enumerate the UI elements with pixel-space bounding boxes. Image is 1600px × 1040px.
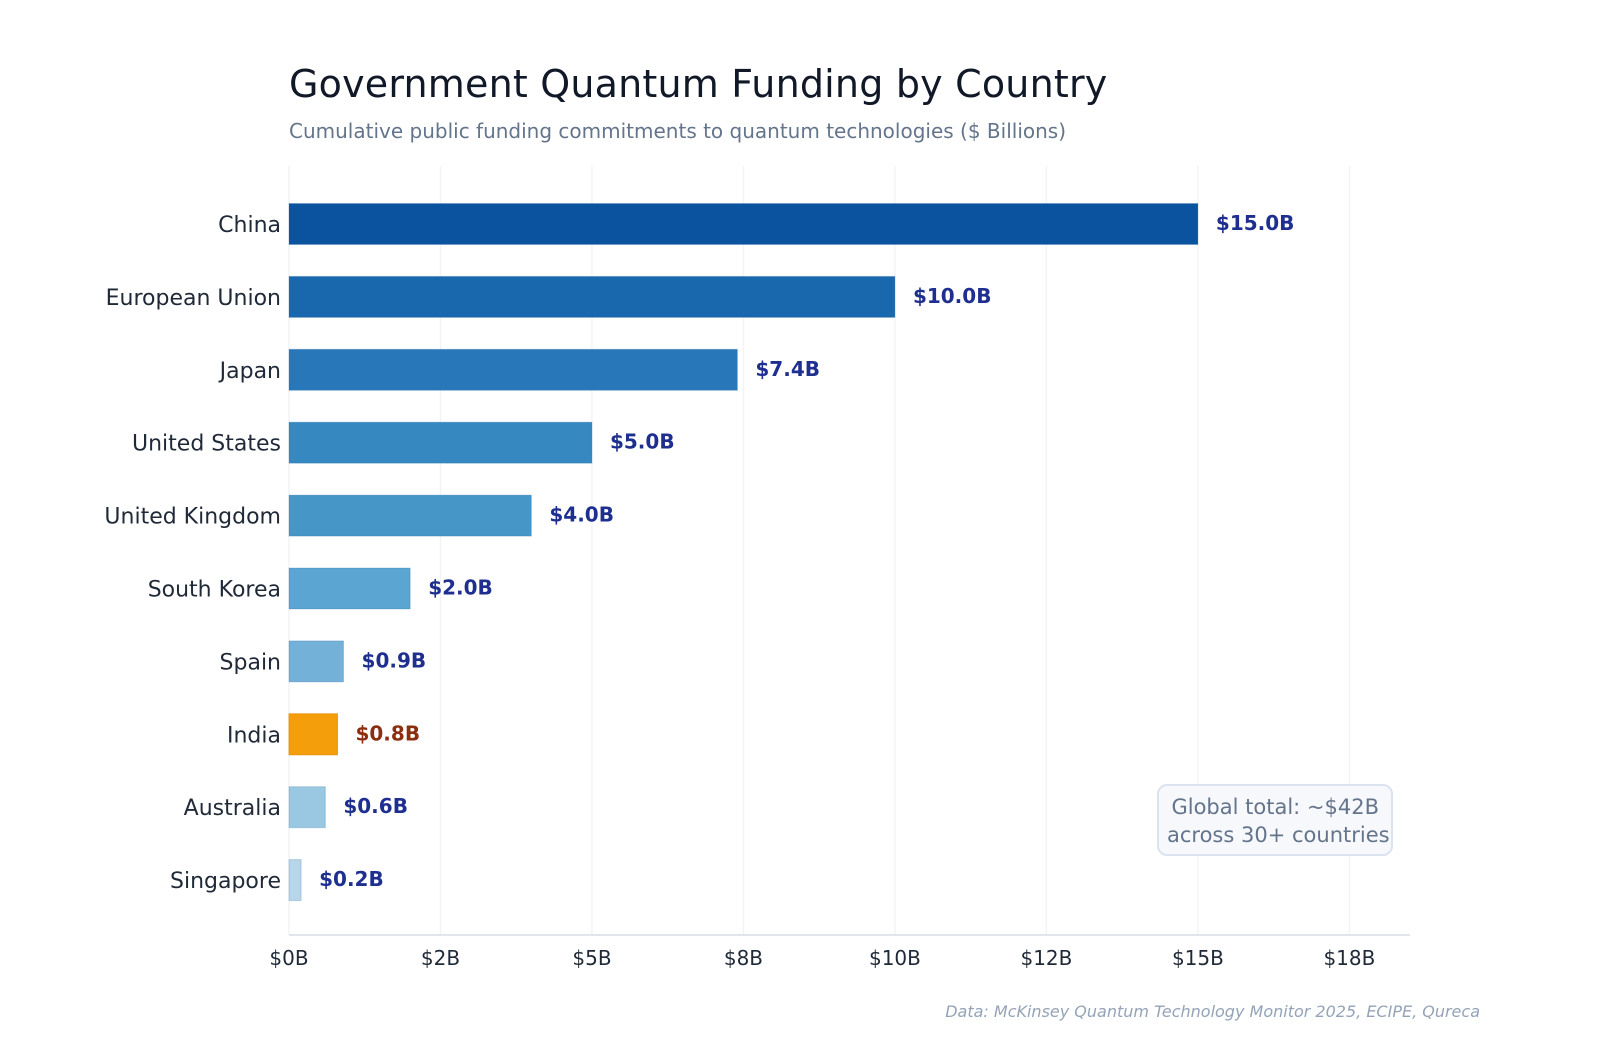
bar xyxy=(288,640,345,683)
category-label: India xyxy=(227,723,281,748)
bar xyxy=(288,494,532,537)
bar xyxy=(288,713,338,756)
bar xyxy=(288,421,593,464)
x-tick-label: $12B xyxy=(1020,946,1072,970)
x-tick-label: $0B xyxy=(269,946,308,970)
value-label: $4.0B xyxy=(549,503,614,527)
value-label: $15.0B xyxy=(1216,211,1295,235)
value-labels: $15.0B $10.0B $7.4B $5.0B $4.0B $2.0B $0.9B $0.… xyxy=(319,211,1294,891)
category-label: China xyxy=(218,213,281,238)
value-label: $7.4B xyxy=(755,357,820,381)
category-label: Japan xyxy=(218,359,281,384)
category-label: Spain xyxy=(220,650,281,675)
bar xyxy=(288,786,326,829)
category-label: United States xyxy=(132,432,281,457)
category-label: Australia xyxy=(184,796,281,821)
bar xyxy=(288,859,302,902)
x-tick-label: $5B xyxy=(572,946,611,970)
x-tick-label: $10B xyxy=(869,946,921,970)
category-label: Singapore xyxy=(170,869,281,894)
value-label: $2.0B xyxy=(428,576,493,600)
bar xyxy=(288,203,1199,245)
value-label: $10.0B xyxy=(913,284,992,308)
chart-subtitle: Cumulative public funding commitments to… xyxy=(289,119,1067,143)
x-tick-label: $2B xyxy=(421,946,460,970)
bars xyxy=(288,203,1199,902)
bar xyxy=(288,348,738,391)
x-tick-label: $8B xyxy=(724,946,763,970)
global-total-callout: Global total: ~$42B across 30+ countries xyxy=(1157,784,1393,856)
value-label: $0.8B xyxy=(355,721,420,745)
bar xyxy=(288,567,411,610)
category-label: South Korea xyxy=(148,578,281,603)
value-label: $0.6B xyxy=(343,794,408,818)
chart-title: Government Quantum Funding by Country xyxy=(289,62,1108,106)
bar xyxy=(288,275,896,318)
callout-line-2: across 30+ countries xyxy=(1167,823,1390,847)
x-tick-label: $18B xyxy=(1323,946,1375,970)
source-note: Data: McKinsey Quantum Technology Monito… xyxy=(945,1002,1480,1021)
x-tick-label: $15B xyxy=(1172,946,1224,970)
category-label: United Kingdom xyxy=(104,505,281,530)
category-label: European Union xyxy=(106,286,281,311)
value-label: $0.2B xyxy=(319,867,384,891)
value-label: $5.0B xyxy=(610,430,675,454)
category-labels: China European Union Japan United States Uni… xyxy=(104,213,281,894)
callout-line-1: Global total: ~$42B xyxy=(1171,795,1379,819)
value-label: $0.9B xyxy=(362,648,427,672)
x-tick-labels: $0B $2B $5B $8B $10B $12B $15B $18B xyxy=(269,946,1375,970)
